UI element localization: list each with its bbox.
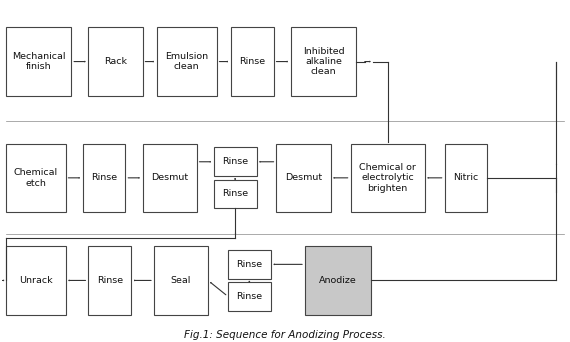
Text: Fig.1: Sequence for Anodizing Process.: Fig.1: Sequence for Anodizing Process. [184,330,386,340]
Text: Desmut: Desmut [285,173,322,182]
Bar [231,27,274,96]
Bar [214,180,256,208]
Bar [291,27,356,96]
Bar [445,144,487,212]
Text: Nitric: Nitric [453,173,479,182]
Bar [157,27,217,96]
Text: Desmut: Desmut [151,173,188,182]
Text: Unrack: Unrack [19,276,52,285]
Text: Chemical or
electrolytic
brighten: Chemical or electrolytic brighten [359,163,416,193]
Text: Rinse: Rinse [97,276,123,285]
Text: Rinse: Rinse [237,292,262,301]
Bar [142,144,197,212]
Text: Chemical
etch: Chemical etch [14,168,58,187]
Text: Rinse: Rinse [222,157,248,166]
Bar [305,246,371,315]
Bar [276,144,331,212]
Text: Rinse: Rinse [239,57,265,66]
Bar [228,282,271,311]
Text: Rack: Rack [104,57,127,66]
Text: Rinse: Rinse [91,173,117,182]
Text: Rinse: Rinse [222,189,248,198]
Text: Seal: Seal [171,276,191,285]
Bar [154,246,208,315]
Text: Mechanical
finish: Mechanical finish [12,52,65,71]
Bar [6,246,66,315]
Bar [6,27,71,96]
Bar [351,144,425,212]
Bar [83,144,125,212]
Bar [214,147,256,176]
Bar [6,144,66,212]
Bar [88,27,142,96]
Text: Emulsion
clean: Emulsion clean [165,52,208,71]
Bar [88,246,131,315]
Text: Inhibited
alkaline
clean: Inhibited alkaline clean [303,47,344,77]
Text: Rinse: Rinse [237,260,262,269]
Bar [228,250,271,279]
Text: Anodize: Anodize [319,276,357,285]
